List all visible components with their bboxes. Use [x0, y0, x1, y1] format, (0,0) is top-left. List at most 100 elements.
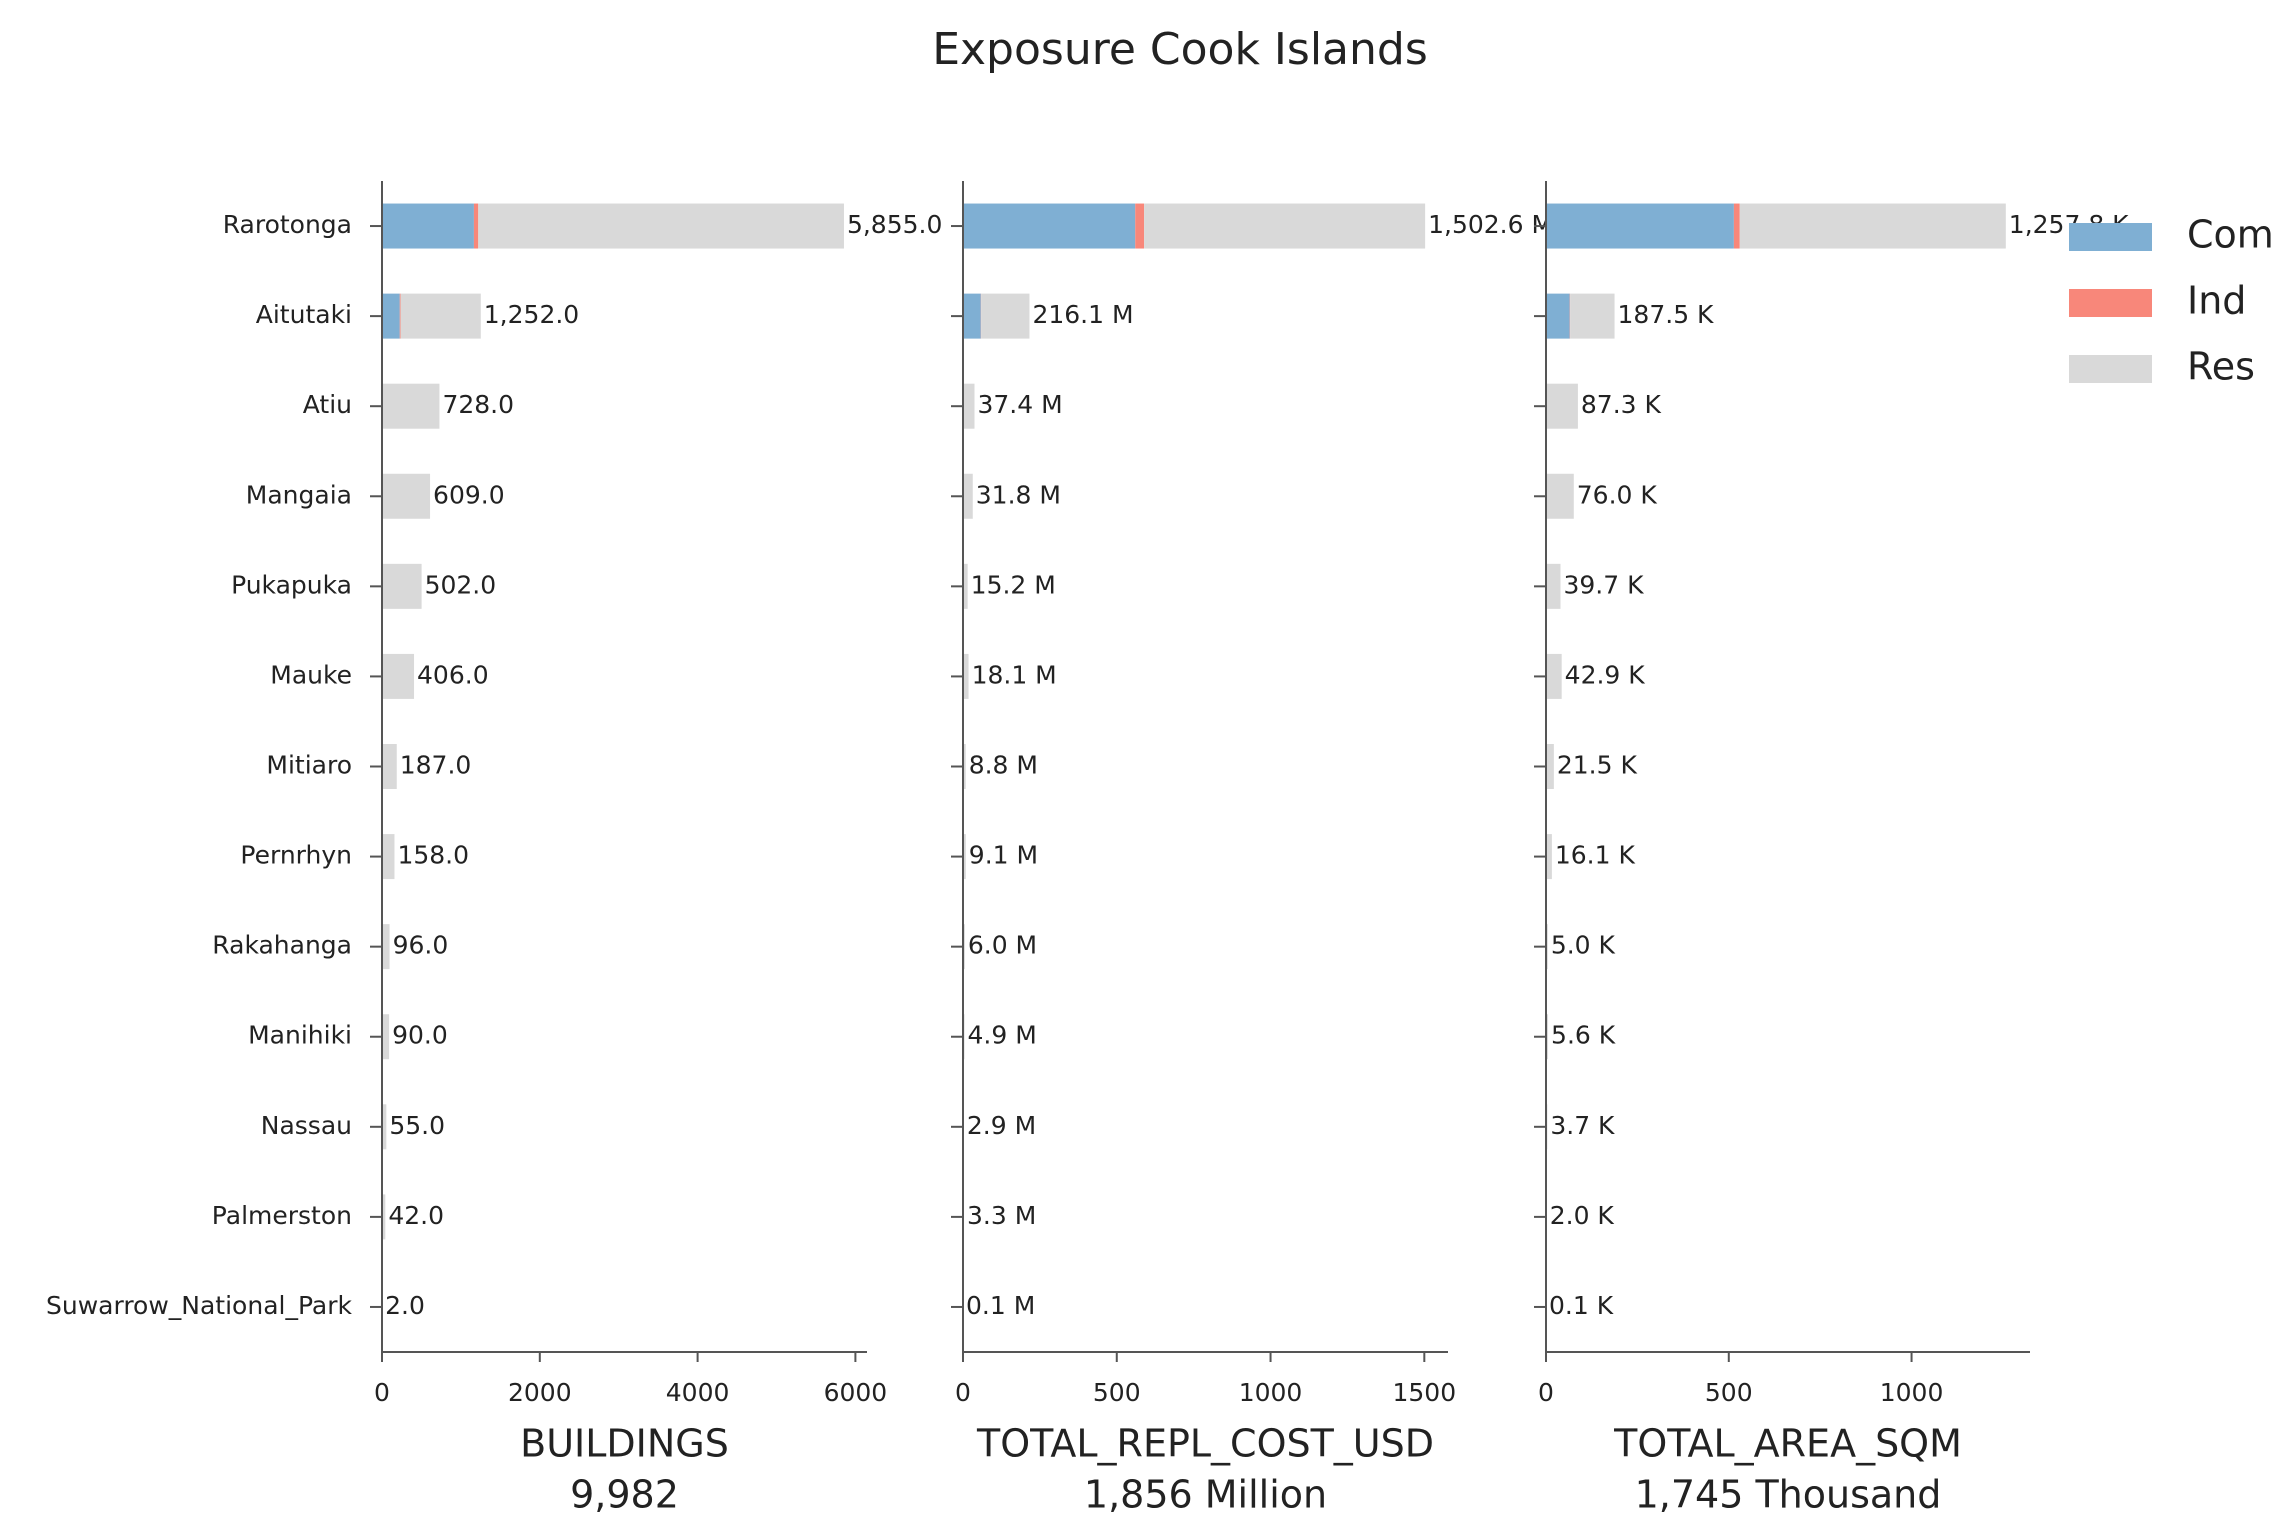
bar-segment	[963, 653, 969, 699]
y-tick-label: Manihiki	[248, 1021, 352, 1050]
legend-label: Res	[2187, 345, 2255, 389]
x-axis-label: 9,982	[570, 1473, 679, 1517]
y-tick-label: Mauke	[270, 660, 352, 689]
x-tick-label: 1000	[1239, 1378, 1303, 1407]
value-label: 2.0	[385, 1291, 425, 1320]
x-axis-label: TOTAL_AREA_SQM	[1613, 1422, 1962, 1466]
bar-segment	[382, 834, 395, 880]
value-label: 187.5 K	[1618, 300, 1715, 329]
bar-segment	[963, 473, 973, 519]
bar-segment	[963, 834, 966, 880]
bar-segment	[382, 293, 400, 339]
value-label: 6.0 M	[968, 931, 1037, 960]
value-label: 216.1 M	[1032, 300, 1133, 329]
y-tick-label: Palmerston	[212, 1201, 352, 1230]
value-label: 96.0	[393, 931, 449, 960]
y-tick-label: Aitutaki	[256, 300, 352, 329]
value-label: 502.0	[425, 570, 497, 599]
value-label: 15.2 M	[971, 570, 1056, 599]
bar-segment	[1546, 563, 1561, 609]
value-label: 3.3 M	[967, 1201, 1036, 1230]
y-tick-label: Pernrhyn	[240, 841, 352, 870]
value-label: 2.9 M	[967, 1111, 1036, 1140]
bar-segment	[1739, 203, 2006, 249]
bar-segment	[1144, 203, 1426, 249]
bar-segment	[382, 1194, 386, 1240]
value-label: 76.0 K	[1577, 480, 1658, 509]
value-label: 31.8 M	[976, 480, 1061, 509]
value-label: 1,252.0	[484, 300, 579, 329]
x-axis-label: 1,856 Million	[1084, 1473, 1327, 1517]
value-label: 55.0	[389, 1111, 445, 1140]
y-tick-label: Suwarrow_National_Park	[46, 1291, 353, 1320]
value-label: 158.0	[397, 841, 469, 870]
value-label: 0.1 K	[1549, 1291, 1614, 1320]
bar-segment	[963, 293, 981, 339]
x-tick-label: 500	[1093, 1378, 1141, 1407]
value-label: 406.0	[417, 660, 489, 689]
x-axis-label: TOTAL_REPL_COST_USD	[976, 1422, 1434, 1466]
value-label: 609.0	[433, 480, 505, 509]
bar-segment	[1546, 293, 1570, 339]
y-tick-label: Mitiaro	[266, 751, 352, 780]
bar-segment	[382, 1104, 387, 1150]
x-axis-label: 1,745 Thousand	[1635, 1473, 1942, 1517]
legend-label: Com	[2187, 213, 2274, 257]
value-label: 90.0	[392, 1021, 448, 1050]
bar-segment	[382, 473, 431, 519]
value-label: 1,502.6 M	[1428, 210, 1553, 239]
bar-segment	[382, 1014, 390, 1060]
y-tick-label: Rarotonga	[223, 210, 352, 239]
legend-swatch	[2069, 355, 2152, 383]
value-label: 187.0	[400, 751, 472, 780]
x-tick-label: 0	[955, 1378, 971, 1407]
bar-segment	[382, 563, 422, 609]
value-label: 37.4 M	[978, 390, 1063, 419]
legend-swatch	[2069, 289, 2152, 317]
legend-label: Ind	[2187, 279, 2246, 323]
value-label: 0.1 M	[966, 1291, 1035, 1320]
y-tick-label: Mangaia	[246, 480, 352, 509]
bar-segment	[1546, 834, 1552, 880]
x-tick-label: 500	[1705, 1378, 1753, 1407]
value-label: 5.6 K	[1551, 1021, 1616, 1050]
bar-segment	[382, 383, 440, 429]
bar-segment	[399, 293, 401, 339]
value-label: 8.8 M	[969, 751, 1038, 780]
bar-segment	[963, 744, 966, 789]
bar-segment	[1546, 653, 1562, 699]
value-label: 39.7 K	[1564, 570, 1645, 599]
bar-segment	[963, 383, 975, 429]
x-tick-label: 2000	[508, 1378, 572, 1407]
x-tick-label: 1000	[1880, 1378, 1944, 1407]
bar-segment	[1546, 744, 1554, 789]
y-tick-label: Nassau	[261, 1111, 352, 1140]
bar-segment	[1546, 473, 1574, 519]
value-label: 9.1 M	[969, 841, 1038, 870]
x-tick-label: 6000	[824, 1378, 888, 1407]
value-label: 21.5 K	[1557, 751, 1638, 780]
x-tick-label: 1500	[1393, 1378, 1457, 1407]
bar-segment	[1546, 1014, 1549, 1060]
value-label: 42.9 K	[1565, 660, 1646, 689]
bar-segment	[1546, 203, 1734, 249]
bar-segment	[382, 653, 415, 699]
bar-segment	[382, 924, 390, 970]
bar-segment	[981, 293, 1030, 339]
bar-segment	[382, 203, 474, 249]
value-label: 16.1 K	[1555, 841, 1636, 870]
value-label: 3.7 K	[1550, 1111, 1615, 1140]
value-label: 18.1 M	[972, 660, 1057, 689]
x-tick-label: 0	[374, 1378, 390, 1407]
bar-segment	[1135, 203, 1145, 249]
x-axis-label: BUILDINGS	[520, 1422, 729, 1466]
bar-segment	[382, 744, 397, 789]
value-label: 5.0 K	[1551, 931, 1616, 960]
value-label: 4.9 M	[968, 1021, 1037, 1050]
value-label: 42.0	[388, 1201, 444, 1230]
bar-segment	[400, 293, 481, 339]
x-tick-label: 4000	[666, 1378, 730, 1407]
value-label: 728.0	[442, 390, 514, 419]
chart-title: Exposure Cook Islands	[932, 24, 1428, 75]
